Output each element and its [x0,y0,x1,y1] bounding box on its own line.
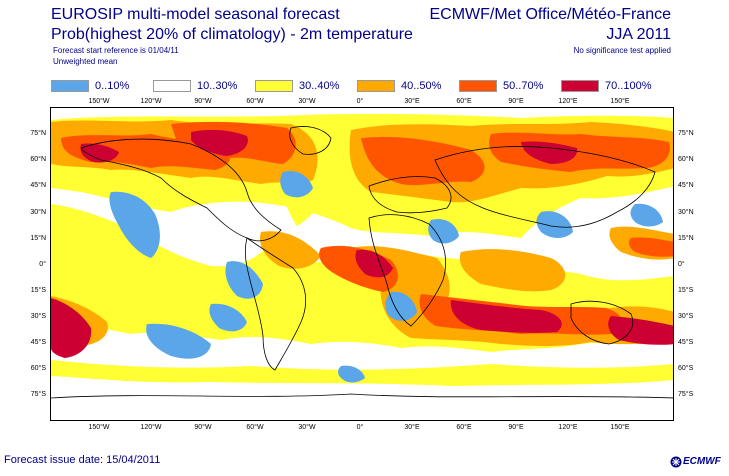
legend-label: 10..30% [197,80,238,92]
lon-tick: 90°W [194,98,212,105]
ecmwf-logo-icon [670,456,682,468]
lat-tick: 60°S [30,365,46,372]
map-canvas [51,108,673,420]
lat-tick: 75°N [678,130,694,137]
lat-tick: 30°N [30,209,46,216]
lat-tick: 0° [678,261,685,268]
lat-tick: 30°S [678,313,694,320]
lon-tick: 120°W [140,98,162,105]
lon-tick: 90°E [508,424,524,431]
lon-tick: 60°E [456,98,472,105]
lon-tick: 30°W [298,424,316,431]
ecmwf-logo-text: ECMWF [683,456,721,467]
lat-tick: 60°N [30,156,46,163]
legend-swatch [357,80,395,92]
forecast-start-reference: Forecast start reference is 01/04/11 [53,46,179,55]
centres-title: ECMWF/Met Office/Météo-France [429,6,671,23]
lat-tick: 0° [39,261,46,268]
legend-swatch [255,80,293,92]
lat-tick: 45°S [30,339,46,346]
title-line-1: EUROSIP multi-model seasonal forecast [51,6,340,24]
ecmwf-logo: ECMWF [670,454,726,470]
lon-tick: 60°E [456,424,472,431]
lon-tick: 30°W [298,98,316,105]
lat-tick: 75°S [678,391,694,398]
coastlines [51,126,673,399]
prob-band-0-10 [109,170,663,383]
legend-swatch [459,80,497,92]
legend-label: 40..50% [401,80,442,92]
legend-swatch [51,80,89,92]
probability-map [50,107,674,421]
lon-tick: 90°W [194,424,212,431]
forecast-issue-date: Forecast issue date: 15/04/2011 [4,454,161,466]
lon-tick: 150°W [88,424,110,431]
lat-tick: 15°S [30,287,46,294]
lon-tick: 150°W [88,98,110,105]
lat-tick: 15°N [30,235,46,242]
lat-tick: 30°S [30,313,46,320]
lon-tick: 30°E [404,424,420,431]
title-line-2: Prob(highest 20% of climatology) - 2m te… [51,26,413,43]
lon-tick: 150°E [610,98,630,105]
legend-label: 0..10% [95,80,130,92]
lat-tick: 45°N [30,182,46,189]
legend-label: 30..40% [299,80,340,92]
legend-label: 70..100% [605,80,652,92]
lon-tick: 120°W [140,424,162,431]
lon-tick: 30°E [404,98,420,105]
legend-label: 50..70% [503,80,544,92]
title-eurosip: EUROSIP [51,6,123,23]
legend-swatch [153,80,191,92]
lon-tick: 90°E [508,98,524,105]
lat-tick: 15°N [678,235,694,242]
lat-tick: 45°S [678,339,694,346]
lon-tick: 60°W [246,424,264,431]
lon-tick: 120°E [558,424,578,431]
lon-tick: 0° [356,98,364,105]
weighting-label: Unweighted mean [53,57,118,66]
lat-tick: 75°S [30,391,46,398]
significance-label: No significance test applied [573,46,671,55]
lat-tick: 60°N [678,156,694,163]
lon-tick: 150°E [610,424,630,431]
season-label: JJA 2011 [606,26,671,43]
lat-tick: 45°N [678,182,694,189]
title-rest: multi-model seasonal forecast [122,6,340,23]
lon-tick: 0° [356,424,364,431]
lat-tick: 60°S [678,365,694,372]
lat-tick: 15°S [678,287,694,294]
legend-swatch [561,80,599,92]
lon-tick: 120°E [558,98,578,105]
lon-tick: 60°W [246,98,264,105]
lat-tick: 75°N [30,130,46,137]
lat-tick: 30°N [678,209,694,216]
